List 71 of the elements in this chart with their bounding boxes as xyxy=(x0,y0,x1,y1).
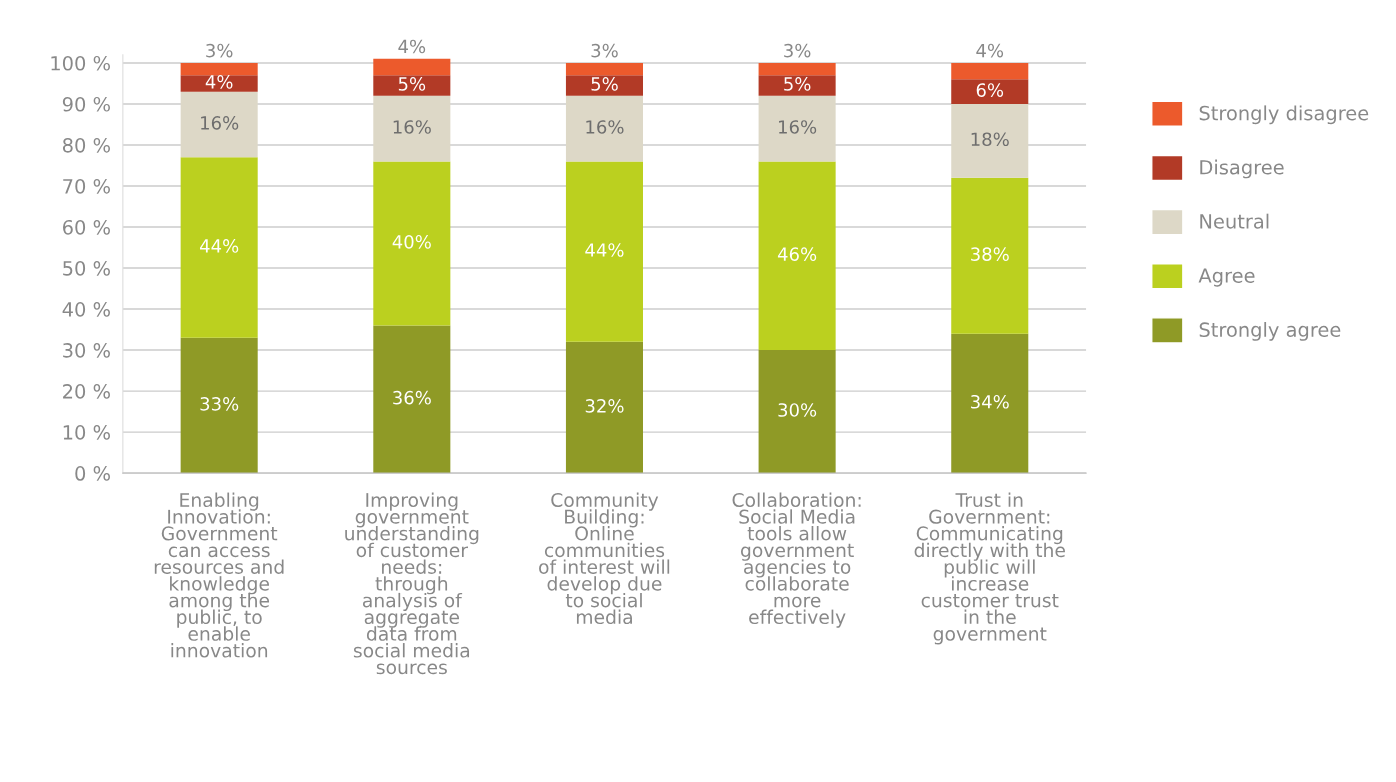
y-tick-label: 100 % xyxy=(51,55,110,71)
data-label: 16% xyxy=(393,120,431,134)
data-label: 3% xyxy=(591,43,618,58)
bar xyxy=(180,337,258,474)
y-tick-label: 90 % xyxy=(62,96,110,112)
y-tick-label: 30 % xyxy=(63,343,110,358)
bar xyxy=(565,75,643,96)
bar xyxy=(758,75,836,96)
data-label: 38% xyxy=(971,247,1009,261)
y-tick-label: 70 % xyxy=(63,178,110,194)
data-label: 40% xyxy=(392,235,431,249)
data-label: 5% xyxy=(591,77,618,91)
bar xyxy=(565,95,643,162)
y-tick-label: 0 % xyxy=(75,466,110,481)
bar xyxy=(373,161,451,326)
bar xyxy=(758,350,836,474)
bar xyxy=(373,75,451,96)
data-label: 3% xyxy=(784,43,811,58)
legend-label: Agree xyxy=(1198,268,1255,287)
bar xyxy=(180,62,258,76)
data-label: 44% xyxy=(585,243,624,257)
data-label: 5% xyxy=(784,77,811,91)
y-tick-label: 80 % xyxy=(62,137,110,153)
data-label: 33% xyxy=(200,397,239,411)
y-tick-label: 10 % xyxy=(63,425,110,440)
category-label: Enabling Innovation: Government can access resources and knowledge among the public, to enable innovation xyxy=(154,492,284,658)
bar xyxy=(180,75,258,92)
bar xyxy=(180,91,258,158)
bar xyxy=(373,95,451,162)
data-label: 16% xyxy=(779,120,817,134)
y-tick-label: 40 % xyxy=(62,302,110,317)
x-tick-label: Collaboration: Social Media tools allow government agencies to collaborate more effectively xyxy=(732,492,861,628)
bar xyxy=(758,161,836,351)
bar xyxy=(951,62,1029,80)
data-label: 44% xyxy=(199,239,239,253)
data-label: 4% xyxy=(205,75,233,89)
bar xyxy=(951,79,1029,104)
data-label: 18% xyxy=(971,132,1009,147)
y-tick-label: 20 % xyxy=(63,384,110,399)
bar xyxy=(373,325,451,474)
bar xyxy=(565,62,643,76)
y-tick-label: 50 % xyxy=(63,260,110,276)
bar xyxy=(565,161,643,342)
bar xyxy=(758,62,836,76)
bar xyxy=(951,103,1029,178)
bar xyxy=(565,341,643,474)
bar xyxy=(758,95,836,162)
legend-label: Neutral xyxy=(1200,213,1269,229)
data-label: 36% xyxy=(393,390,431,405)
y-tick-label: 60 % xyxy=(63,219,110,235)
data-label: 34% xyxy=(971,394,1009,409)
data-label: 30% xyxy=(778,403,817,417)
category-label: Improving government understanding of customer needs: through analysis of aggregate data from social media sources xyxy=(345,492,479,675)
legend-label: Strongly agree xyxy=(1199,321,1341,341)
bar xyxy=(373,58,451,76)
data-label: 16% xyxy=(586,120,624,134)
data-label: 4% xyxy=(976,43,1004,58)
legend-label: Strongly disagree xyxy=(1199,105,1369,125)
data-label: 4% xyxy=(398,39,426,54)
data-label: 32% xyxy=(585,399,624,413)
data-label: 5% xyxy=(398,77,426,91)
category-label: Trust in Government: Communicating directly with the public will increase customer trust in the government xyxy=(914,492,1065,645)
bar xyxy=(951,177,1029,334)
data-label: 6% xyxy=(976,83,1004,97)
x-tick-label: Community Building: Online communities of interest will develop due to social media xyxy=(539,492,670,625)
legend-label: Disagree xyxy=(1200,159,1284,179)
bar xyxy=(951,333,1029,474)
data-label: 3% xyxy=(206,43,233,58)
data-label: 16% xyxy=(201,116,239,130)
bar xyxy=(180,157,258,338)
data-label: 46% xyxy=(777,247,817,261)
